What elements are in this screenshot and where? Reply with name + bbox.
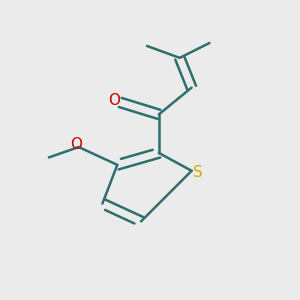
Text: O: O <box>70 136 82 152</box>
Text: S: S <box>193 165 203 180</box>
Text: O: O <box>108 94 120 109</box>
